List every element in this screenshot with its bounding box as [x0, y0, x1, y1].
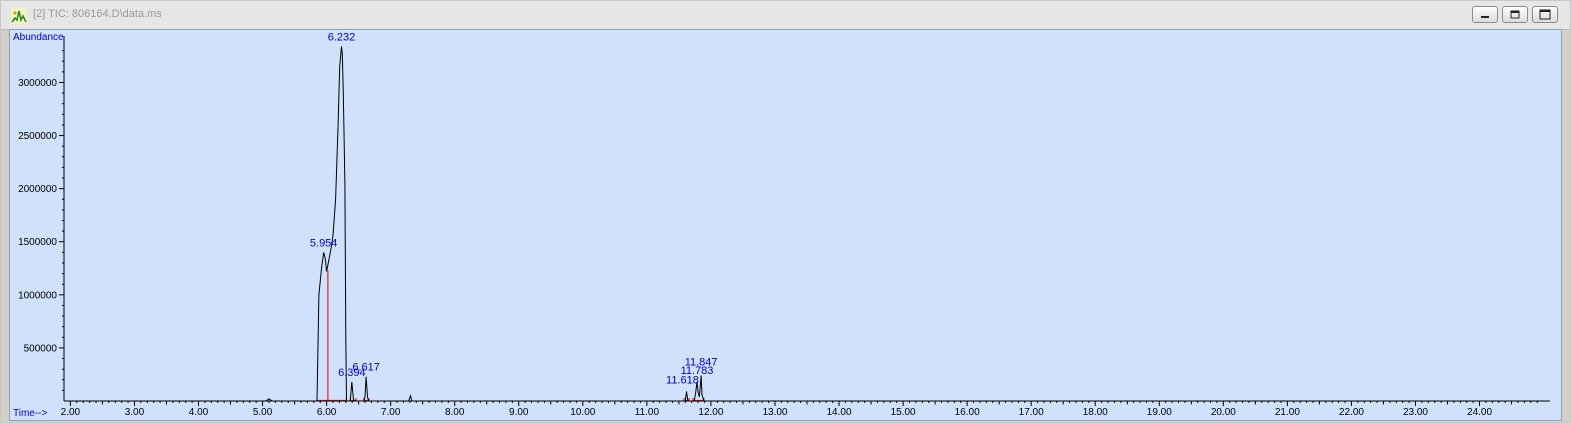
- integration-markers: [317, 270, 705, 402]
- x-tick-label: 6.00: [317, 407, 337, 418]
- y-axis: 500000 1000000 1500000 2000000 2500000 300000…: [18, 50, 64, 391]
- x-tick-label: 22.00: [1339, 407, 1364, 418]
- x-axis-label: Time-->: [13, 408, 48, 419]
- tic-trace: [64, 46, 1550, 402]
- close-icon: [1539, 9, 1551, 20]
- y-tick-label: 500000: [24, 343, 58, 354]
- x-tick-label: 5.00: [253, 407, 273, 418]
- x-tick-label: 23.00: [1403, 407, 1428, 418]
- close-button[interactable]: [1532, 6, 1558, 23]
- peak-label: 11.847: [685, 357, 718, 369]
- y-tick-label: 3000000: [18, 78, 57, 89]
- plot-area[interactable]: Abundance Time--> 500000 1000000 1500000 20…: [9, 29, 1562, 421]
- peak-label: 6.232: [328, 31, 356, 43]
- peak-label: 5.954: [310, 237, 338, 249]
- peak-label: 11.783: [681, 365, 714, 377]
- peak-label: 6.394: [338, 367, 366, 379]
- restore-button[interactable]: [1502, 6, 1528, 23]
- x-tick-label: 21.00: [1275, 407, 1300, 418]
- chromatogram-app-icon: [11, 8, 27, 24]
- x-tick-label: 17.00: [1019, 407, 1044, 418]
- x-tick-label: 7.00: [381, 407, 401, 418]
- x-tick-label: 13.00: [762, 407, 787, 418]
- y-tick-label: 1500000: [18, 237, 57, 248]
- peak-label: 11.618: [666, 374, 699, 386]
- x-tick-label: 10.00: [570, 407, 595, 418]
- peak-label: 6.617: [352, 362, 380, 374]
- x-tick-label: 8.00: [445, 407, 465, 418]
- y-tick-label: 2000000: [18, 184, 57, 195]
- y-tick-label: 1000000: [18, 290, 57, 301]
- y-axis-label: Abundance: [13, 32, 64, 43]
- y-tick-label: 2500000: [18, 131, 57, 142]
- chromatogram-chart[interactable]: Abundance Time--> 500000 1000000 1500000 20…: [10, 30, 1561, 420]
- x-tick-label: 15.00: [891, 407, 916, 418]
- x-tick-label: 24.00: [1467, 407, 1492, 418]
- tic-series-line: [64, 46, 1550, 402]
- x-tick-label: 19.00: [1147, 407, 1172, 418]
- minimize-button[interactable]: [1472, 6, 1498, 23]
- x-tick-label: 12.00: [698, 407, 723, 418]
- window-title: [2] TIC: 806164.D\data.ms: [33, 8, 162, 20]
- x-tick-label: 4.00: [189, 407, 209, 418]
- x-tick-label: 18.00: [1083, 407, 1108, 418]
- minimize-icon: [1481, 16, 1489, 18]
- x-tick-label: 14.00: [827, 407, 852, 418]
- x-tick-label: 20.00: [1211, 407, 1236, 418]
- x-tick-label: 3.00: [125, 407, 145, 418]
- title-bar[interactable]: [2] TIC: 806164.D\data.ms: [1, 1, 1570, 30]
- restore-icon: [1510, 10, 1520, 19]
- x-axis: 2.00 3.00 4.00 5.00 6.00 7.00 8.00 9.00 10.00 11.…: [61, 401, 1538, 418]
- x-tick-label: 16.00: [955, 407, 980, 418]
- x-tick-label: 2.00: [61, 407, 81, 418]
- x-tick-label: 9.00: [509, 407, 529, 418]
- x-tick-label: 11.00: [635, 407, 660, 418]
